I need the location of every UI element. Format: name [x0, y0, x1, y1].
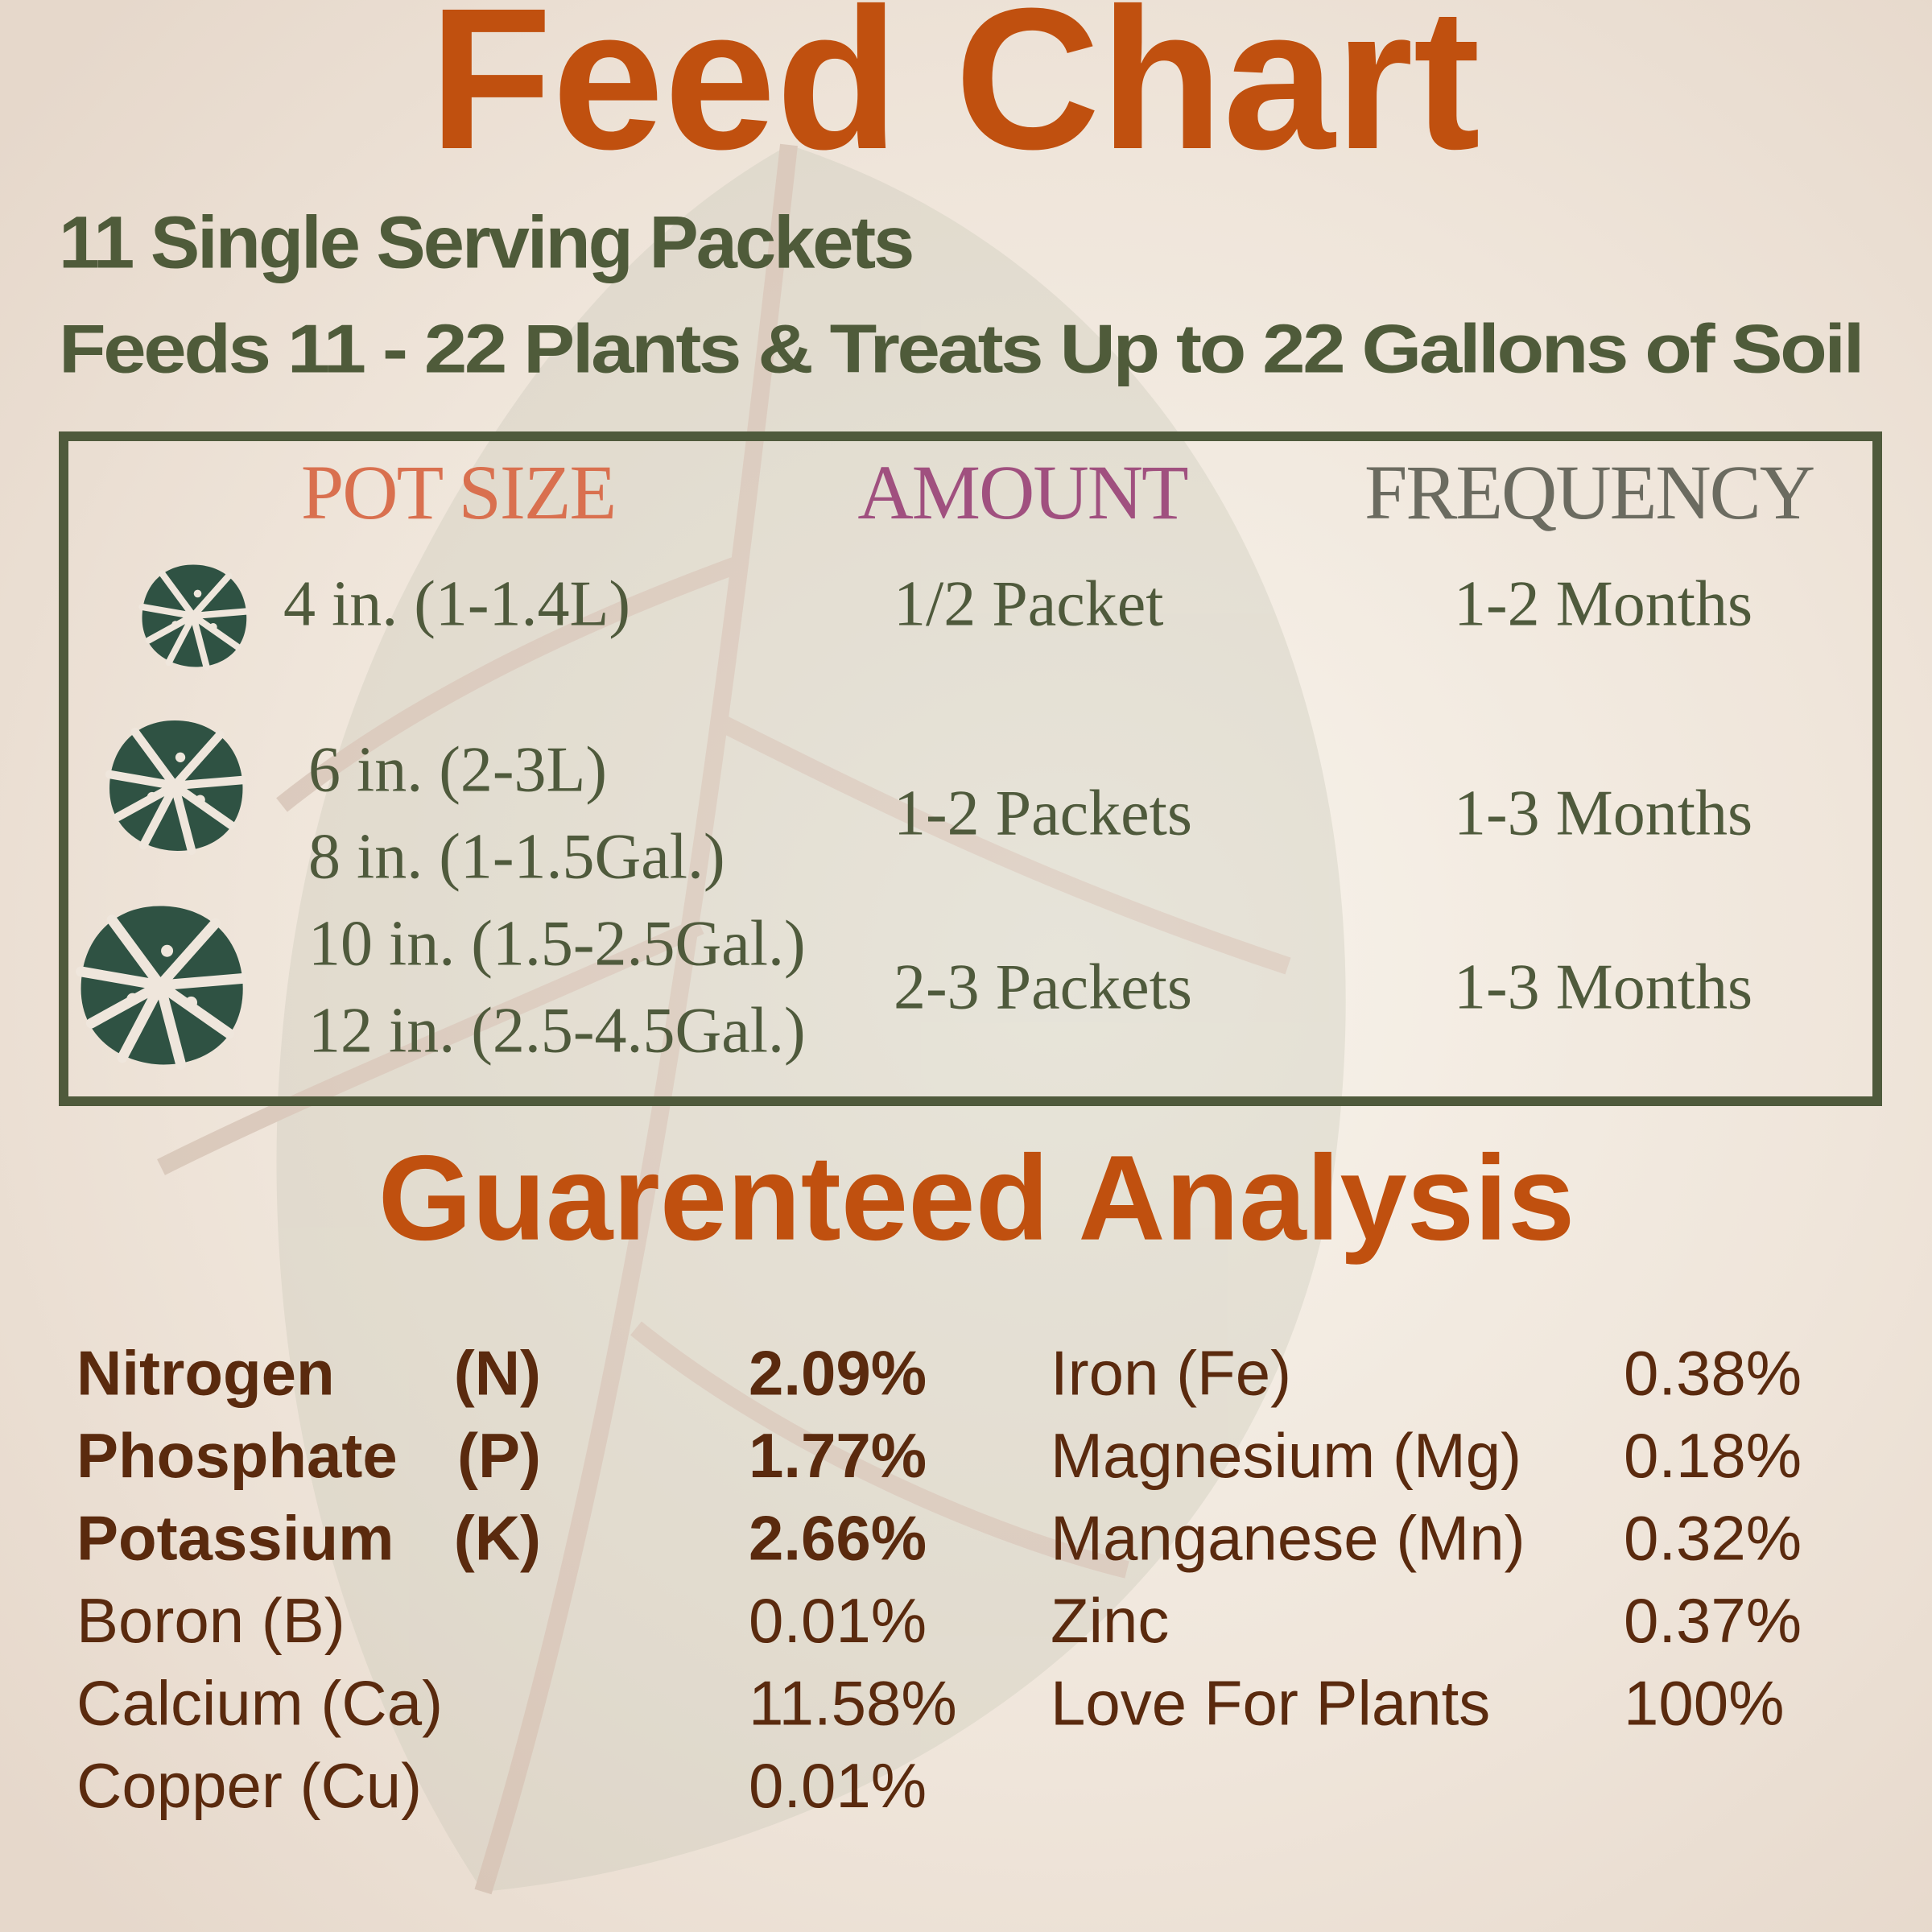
nutrient-value: 100%	[1624, 1668, 1785, 1739]
nutrient-value: 11.58%	[749, 1668, 957, 1739]
nutrient-name: Nitrogen	[76, 1338, 335, 1409]
amount: 1/2 Packet	[894, 568, 1163, 639]
leaf-icon	[142, 565, 247, 667]
nutrient-value: 0.37%	[1624, 1585, 1802, 1656]
nutrient-symbol: (P)	[457, 1420, 541, 1491]
column-header: AMOUNT	[857, 449, 1188, 535]
pot-size: 8 in. (1-1.5Gal.)	[308, 821, 725, 892]
nutrient-symbol: (N)	[454, 1338, 541, 1409]
nutrient-value: 0.01%	[749, 1750, 927, 1821]
amount: 1-2 Packets	[894, 778, 1192, 848]
nutrient-name: Zinc	[1051, 1585, 1169, 1656]
nutrient-value: 0.32%	[1624, 1503, 1802, 1574]
nutrient-value: 2.09%	[749, 1338, 927, 1409]
subtitle: 11 Single Serving Packets	[59, 201, 912, 283]
pot-size: 12 in. (2.5-4.5Gal.)	[308, 995, 806, 1066]
background-leaf	[157, 143, 1346, 1895]
nutrient-name: Copper (Cu)	[76, 1750, 422, 1821]
nutrient-name: Manganese (Mn)	[1051, 1503, 1525, 1574]
nutrient-name: Calcium (Ca)	[76, 1668, 443, 1739]
nutrient-name: Love For Plants	[1051, 1668, 1490, 1739]
nutrient-value: 0.18%	[1624, 1420, 1802, 1491]
column-header: POT SIZE	[301, 449, 615, 535]
frequency: 1-2 Months	[1454, 568, 1752, 639]
nutrient-name: Iron (Fe)	[1051, 1338, 1291, 1409]
analysis-title: Guarenteed Analysis	[378, 1130, 1575, 1265]
tagline: Feeds 11 - 22 Plants & Treats Up to 22 G…	[59, 311, 1862, 387]
nutrient-value: 2.66%	[749, 1503, 927, 1574]
feed-table-border	[59, 431, 1882, 1106]
nutrient-name: Magnesium (Mg)	[1051, 1420, 1521, 1491]
nutrient-symbol: (K)	[454, 1503, 541, 1574]
analysis-list: Nitrogen (N) 2.09% Phosphate (P) 1.77% Potassi…	[76, 1338, 1802, 1822]
frequency: 1-3 Months	[1454, 778, 1752, 848]
nutrient-name: Phosphate	[76, 1420, 398, 1491]
column-header: FREQUENCY	[1364, 449, 1814, 535]
nutrient-value: 0.01%	[749, 1585, 927, 1656]
pot-size: 10 in. (1.5-2.5Gal.)	[308, 908, 806, 979]
feed-table: POT SIZE AMOUNT FREQUENCY 4 in. (1-1.4L) 1/2…	[81, 449, 1815, 1066]
nutrient-value: 0.38%	[1624, 1338, 1802, 1409]
nutrient-name: Potassium	[76, 1503, 394, 1574]
nutrient-value: 1.77%	[749, 1420, 927, 1491]
pot-size: 6 in. (2-3L)	[308, 734, 607, 805]
frequency: 1-3 Months	[1454, 952, 1752, 1022]
amount: 2-3 Packets	[894, 952, 1192, 1022]
leaf-icon	[81, 906, 243, 1065]
nutrient-name: Boron (B)	[76, 1585, 345, 1656]
leaf-icon	[109, 720, 242, 851]
title: Feed Chart	[429, 0, 1480, 191]
pot-size: 4 in. (1-1.4L)	[283, 568, 630, 639]
